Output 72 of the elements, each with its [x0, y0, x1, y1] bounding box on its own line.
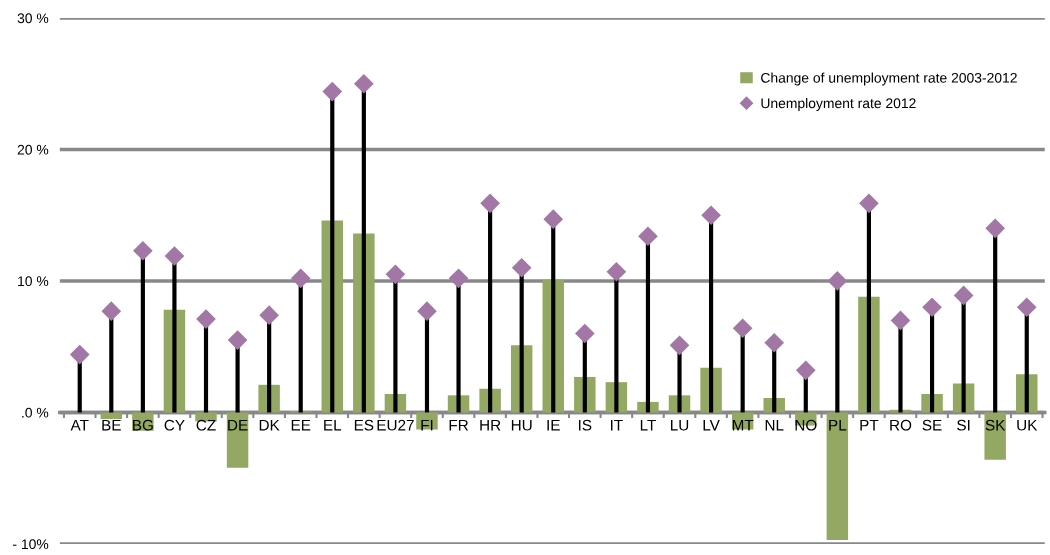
x-tick-label: HU	[511, 419, 532, 431]
x-tick-label: FR	[449, 419, 469, 431]
x-tick-label: NL	[765, 419, 784, 431]
x-tick-label: HR	[480, 419, 501, 431]
x-tick-label: DK	[259, 419, 280, 431]
bar	[226, 412, 249, 468]
x-tick-label: ES	[354, 419, 374, 431]
point	[764, 333, 784, 353]
x-tick-label: EE	[291, 419, 311, 431]
point	[133, 241, 153, 261]
y-tick-label: 20 %	[17, 144, 49, 155]
point	[259, 305, 279, 325]
point	[796, 360, 816, 380]
point	[827, 271, 847, 291]
legend-label: Unemployment rate 2012	[761, 98, 916, 111]
point	[322, 82, 342, 102]
point	[385, 264, 405, 284]
point	[543, 209, 563, 229]
y-tick-label: .0 %	[22, 407, 49, 418]
x-tick-label: BG	[133, 419, 153, 431]
point	[164, 246, 184, 266]
x-tick-label: BE	[102, 419, 121, 431]
point	[669, 335, 690, 355]
x-tick-label: SE	[922, 419, 942, 431]
point	[196, 309, 216, 329]
y-tick-label: 10 %	[18, 276, 49, 287]
x-tick-label: IE	[547, 419, 560, 431]
x-tick-label: UK	[1017, 419, 1038, 431]
point	[701, 205, 721, 225]
point	[512, 258, 532, 278]
point	[733, 318, 753, 338]
x-tick-label: LV	[703, 419, 720, 431]
x-tick-label: LU	[671, 419, 689, 431]
x-tick-label: PT	[860, 419, 879, 431]
point	[575, 323, 595, 344]
x-tick-label: IT	[611, 419, 623, 431]
point	[101, 301, 121, 321]
point	[70, 345, 90, 365]
point	[890, 310, 911, 330]
point	[291, 268, 311, 288]
x-tick-label: SK	[985, 419, 1006, 431]
x-tick-label: AT	[70, 419, 89, 431]
point	[606, 262, 626, 282]
point	[859, 193, 879, 213]
y-tick-label: - 10%	[13, 539, 49, 550]
point	[1017, 297, 1037, 317]
bar	[100, 412, 123, 419]
x-tick-label: RO	[890, 419, 912, 431]
x-tick-label: EU27	[377, 419, 414, 431]
point	[922, 297, 942, 317]
x-tick-label: DE	[228, 419, 248, 431]
bar	[826, 412, 849, 540]
x-tick-label: PL	[829, 419, 847, 431]
x-tick-label: LT	[640, 419, 656, 431]
y-tick-label: 30 %	[17, 13, 49, 24]
point	[638, 226, 658, 246]
point	[985, 218, 1005, 238]
point	[354, 74, 374, 94]
x-tick-label: CY	[164, 419, 185, 431]
x-tick-label: SI	[957, 419, 970, 431]
x-tick-label: IS	[579, 419, 592, 431]
point	[228, 330, 248, 350]
legend-label: Change of unemployment rate 2003-2012	[761, 72, 1017, 86]
x-tick-label: FI	[421, 419, 433, 431]
bar	[416, 412, 438, 430]
bar	[984, 412, 1006, 460]
point	[480, 193, 500, 213]
point	[417, 301, 437, 321]
point	[954, 285, 974, 305]
x-tick-label: CZ	[196, 419, 216, 431]
point	[449, 268, 469, 288]
x-tick-label: EL	[324, 419, 342, 431]
